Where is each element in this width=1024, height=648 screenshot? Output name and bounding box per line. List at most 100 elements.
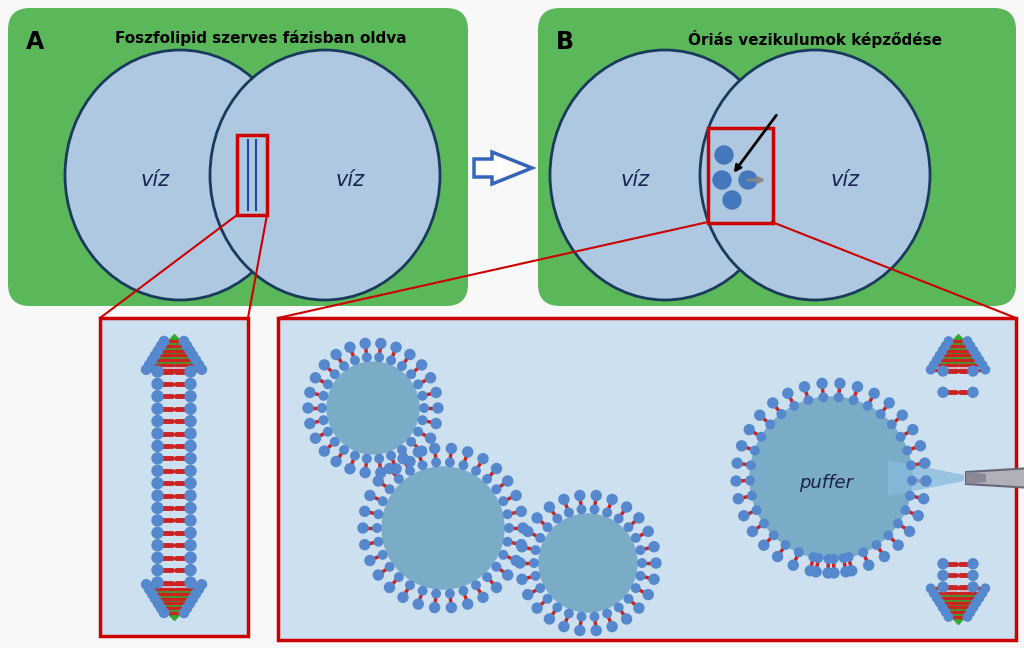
Circle shape (478, 592, 488, 602)
Circle shape (431, 419, 441, 428)
Circle shape (829, 555, 838, 563)
Circle shape (840, 554, 848, 562)
Circle shape (544, 523, 552, 531)
Circle shape (365, 491, 375, 500)
Circle shape (511, 555, 521, 566)
Circle shape (578, 612, 586, 621)
Circle shape (880, 551, 890, 562)
Circle shape (564, 609, 573, 618)
Circle shape (324, 380, 332, 389)
Circle shape (152, 378, 163, 389)
Circle shape (809, 553, 817, 561)
Circle shape (185, 428, 196, 439)
Circle shape (459, 586, 468, 595)
Circle shape (904, 526, 914, 537)
Text: víz: víz (140, 170, 170, 190)
Circle shape (863, 560, 873, 570)
Circle shape (578, 505, 586, 514)
Circle shape (625, 595, 633, 603)
Circle shape (504, 510, 512, 518)
Circle shape (503, 476, 513, 486)
Circle shape (893, 540, 903, 550)
Circle shape (387, 356, 395, 365)
Circle shape (515, 558, 525, 568)
Circle shape (188, 351, 198, 360)
Circle shape (853, 382, 862, 392)
Circle shape (385, 562, 394, 571)
Circle shape (531, 572, 540, 580)
Circle shape (493, 485, 501, 494)
Circle shape (529, 559, 539, 567)
Circle shape (517, 542, 527, 551)
Circle shape (591, 491, 601, 500)
Circle shape (781, 540, 790, 550)
Circle shape (147, 356, 157, 365)
Circle shape (492, 463, 502, 474)
Circle shape (969, 347, 978, 355)
Circle shape (152, 428, 163, 439)
Circle shape (331, 370, 339, 378)
Circle shape (397, 362, 407, 370)
Circle shape (590, 505, 599, 514)
Circle shape (516, 506, 526, 516)
Polygon shape (474, 152, 532, 184)
Circle shape (841, 567, 851, 577)
Circle shape (614, 515, 623, 523)
Circle shape (536, 534, 545, 542)
Circle shape (375, 353, 383, 362)
Circle shape (432, 590, 440, 598)
Circle shape (472, 467, 480, 475)
Circle shape (387, 452, 395, 460)
Circle shape (607, 621, 617, 632)
Circle shape (345, 464, 355, 474)
Circle shape (414, 599, 423, 609)
Text: víz: víz (830, 170, 859, 190)
FancyBboxPatch shape (8, 8, 468, 306)
Circle shape (523, 590, 532, 599)
Circle shape (814, 554, 822, 562)
Circle shape (463, 599, 473, 609)
Text: B: B (556, 30, 574, 54)
Circle shape (927, 584, 935, 593)
Circle shape (733, 494, 743, 503)
Circle shape (394, 475, 403, 483)
Circle shape (185, 515, 196, 526)
Circle shape (559, 494, 569, 504)
Circle shape (766, 420, 774, 429)
Circle shape (901, 506, 909, 515)
Circle shape (446, 603, 457, 612)
Circle shape (968, 570, 978, 581)
Circle shape (829, 568, 839, 578)
Circle shape (938, 582, 948, 592)
Circle shape (459, 461, 468, 470)
Circle shape (179, 608, 188, 618)
Circle shape (835, 378, 845, 388)
Text: Foszfolipid szerves fázisban oldva: Foszfolipid szerves fázisban oldva (115, 30, 407, 46)
Ellipse shape (550, 50, 780, 300)
Circle shape (463, 447, 473, 457)
Polygon shape (966, 465, 1024, 491)
Circle shape (188, 594, 198, 603)
Circle shape (643, 526, 653, 537)
Circle shape (638, 559, 646, 567)
Circle shape (539, 514, 637, 612)
Circle shape (921, 476, 931, 486)
Circle shape (888, 420, 896, 429)
Circle shape (920, 458, 930, 468)
Polygon shape (958, 334, 986, 364)
Circle shape (607, 494, 617, 504)
Circle shape (154, 599, 163, 608)
Circle shape (636, 572, 645, 580)
Circle shape (324, 428, 332, 436)
Circle shape (800, 382, 810, 392)
Circle shape (152, 564, 163, 575)
Circle shape (431, 388, 441, 397)
Circle shape (622, 614, 632, 624)
Circle shape (414, 428, 423, 436)
Circle shape (941, 341, 950, 350)
Circle shape (511, 491, 521, 500)
Circle shape (553, 515, 561, 523)
Circle shape (340, 446, 348, 454)
Circle shape (152, 453, 163, 464)
Circle shape (545, 502, 554, 512)
